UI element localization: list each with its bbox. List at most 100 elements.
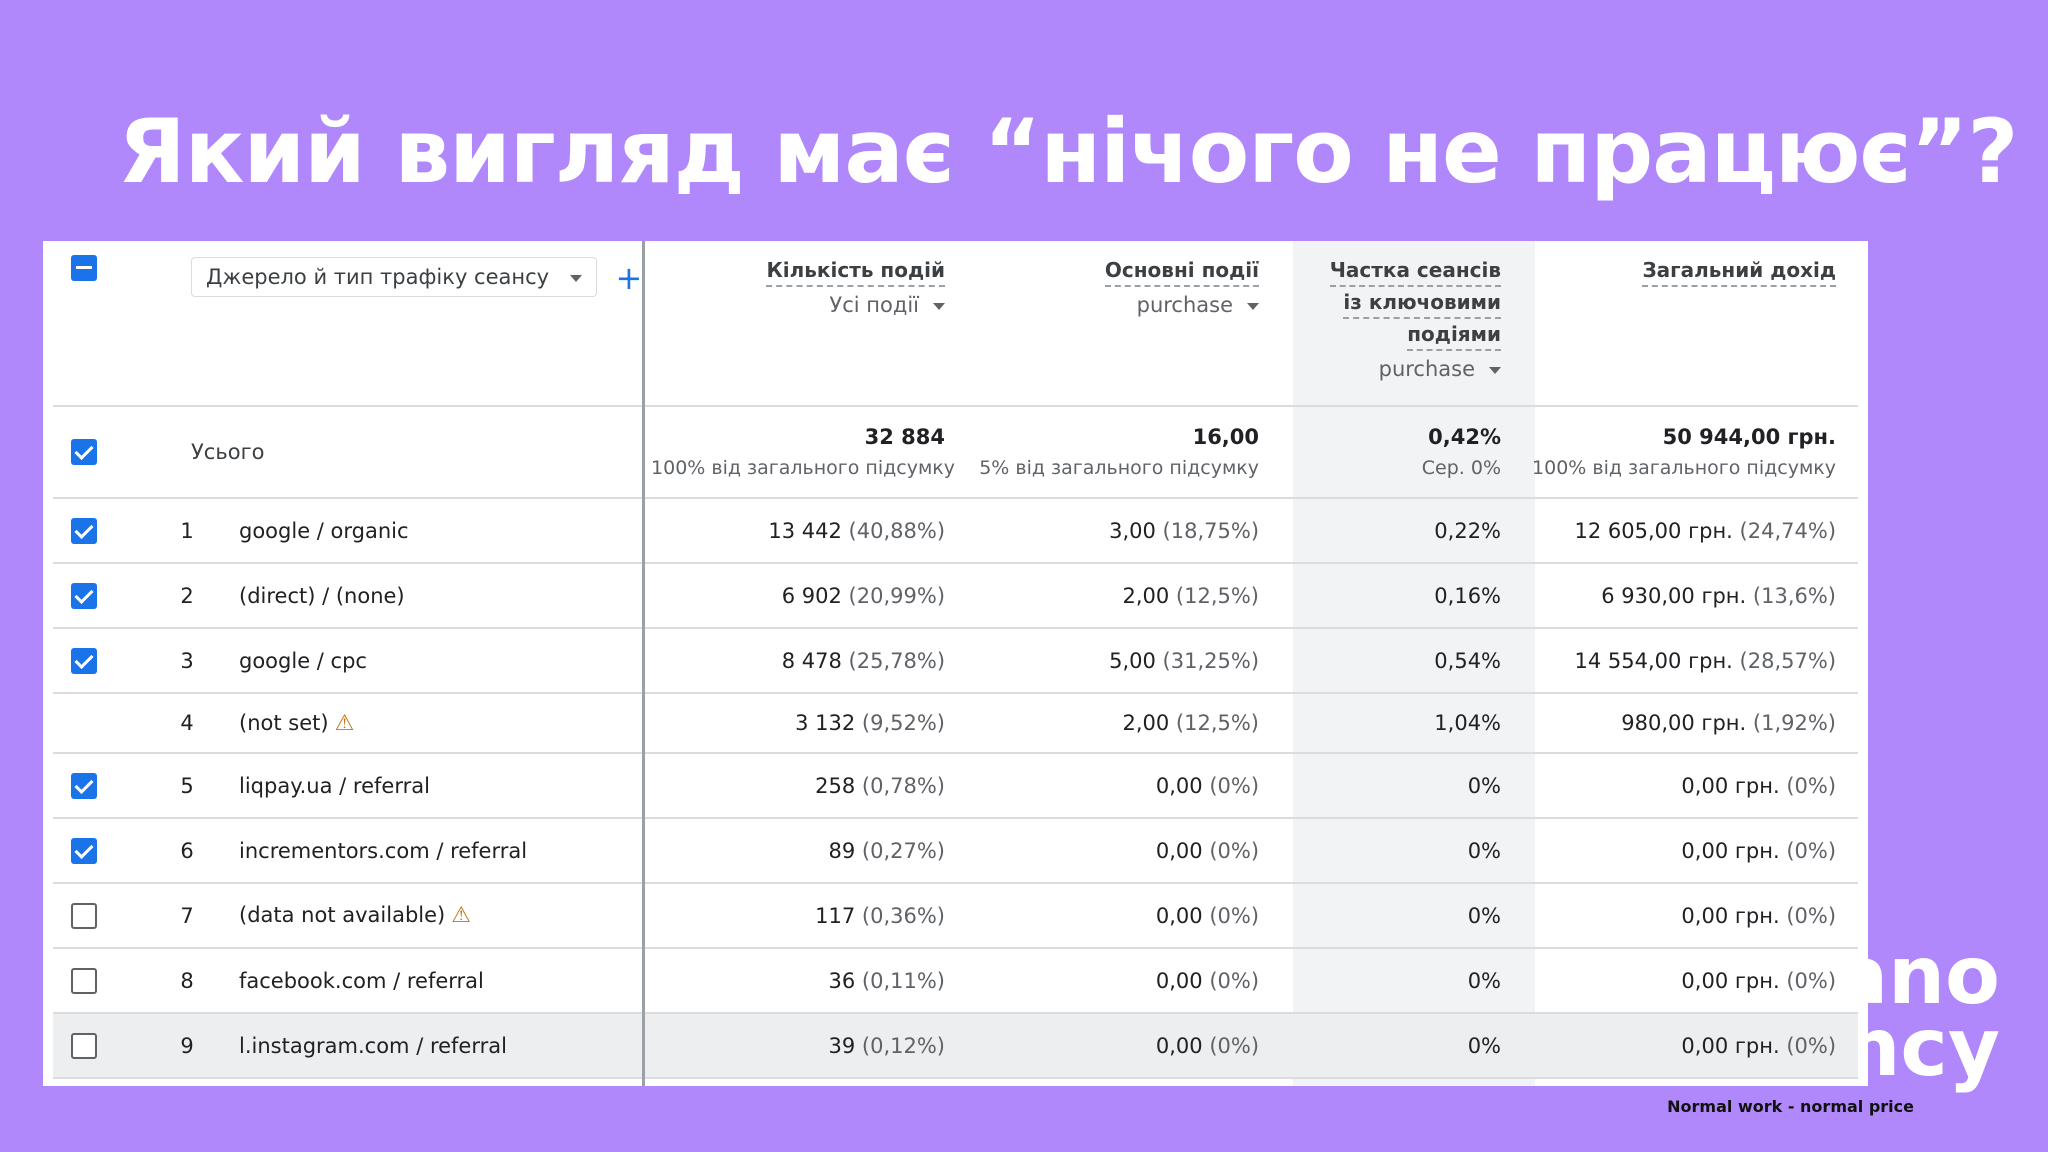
cell-events: 39 — [828, 1033, 856, 1058]
cell-events: 13 442 — [768, 518, 842, 543]
row-number: 8 — [163, 948, 211, 1014]
cell-session-rate: 1,04% — [1434, 711, 1502, 735]
cell-revenue: 0,00 грн. — [1681, 838, 1780, 863]
row-number: 6 — [163, 818, 211, 884]
total-session-rate-sub: Сер. 0% — [1421, 457, 1502, 479]
total-events: 32 884 — [864, 425, 946, 449]
cell-key-events: 3,00 — [1109, 518, 1156, 543]
row-checkbox[interactable] — [71, 582, 97, 609]
dimension-dropdown[interactable]: Джерело й тип трафіку сеансу — [191, 257, 597, 297]
table-row[interactable]: 7 (data not available) ⚠ 117 (0,36%) 0,00 (0… — [53, 883, 1859, 949]
report-table-panel: Джерело й тип трафіку сеансу + Кількість… — [43, 241, 1868, 1086]
table-row[interactable]: 1 google / organic 13 442 (40,88%) 3,00 (18… — [53, 498, 1859, 564]
total-revenue-sub: 100% від загального підсумку — [1532, 457, 1837, 479]
cell-session-rate: 0% — [1467, 773, 1502, 798]
col-header-session-rate[interactable]: Частка сеансів із ключовими подіями purc… — [1281, 241, 1524, 407]
row-dimension-value[interactable]: (direct) / (none) — [239, 583, 405, 608]
table-row[interactable]: 4 (not set) ⚠ 3 132 (9,52%) 2,00 (12,5%) 1,04… — [53, 693, 1859, 754]
cell-key-events-pct: (31,25%) — [1162, 648, 1260, 673]
row-checkbox[interactable] — [71, 902, 97, 929]
cell-key-events: 0,00 — [1155, 1033, 1203, 1058]
cell-revenue: 0,00 грн. — [1681, 1033, 1780, 1058]
col-metric-selector[interactable]: purchase — [1281, 357, 1502, 381]
cell-key-events-pct: (18,75%) — [1162, 518, 1260, 543]
cell-events-pct: (25,78%) — [848, 648, 946, 673]
cell-events-pct: (0,12%) — [861, 1033, 946, 1058]
cell-session-rate: 0% — [1467, 1033, 1502, 1058]
cell-session-rate: 0% — [1467, 968, 1502, 993]
cell-revenue: 980,00 грн. — [1621, 711, 1747, 735]
col-header-revenue[interactable]: Загальний дохід — [1523, 241, 1859, 407]
cell-key-events-pct: (0%) — [1209, 968, 1260, 993]
cell-revenue-pct: (24,74%) — [1739, 518, 1837, 543]
row-checkbox[interactable] — [71, 1032, 97, 1059]
plus-icon[interactable]: + — [615, 259, 643, 297]
row-dimension-value[interactable]: (data not available) — [239, 903, 446, 927]
cell-key-events-pct: (12,5%) — [1175, 583, 1260, 608]
table-row[interactable]: 8 facebook.com / referral 36 (0,11%) 0,00 (… — [53, 948, 1859, 1014]
cell-events-pct: (0,36%) — [861, 903, 946, 928]
dimension-dropdown-label: Джерело й тип трафіку сеансу — [206, 265, 550, 289]
row-checkbox[interactable] — [71, 837, 97, 864]
row-checkbox[interactable] — [71, 517, 97, 544]
cell-key-events: 0,00 — [1155, 968, 1203, 993]
total-key-events: 16,00 — [1192, 425, 1260, 449]
cell-key-events: 0,00 — [1155, 773, 1203, 798]
row-dimension-value[interactable]: (not set) — [239, 710, 329, 735]
total-events-sub: 100% від загального підсумку — [651, 457, 956, 479]
cell-revenue: 0,00 грн. — [1681, 903, 1780, 928]
row-dimension-value[interactable]: facebook.com / referral — [239, 968, 484, 993]
cell-events: 89 — [828, 838, 856, 863]
table-row[interactable]: 3 google / cpc 8 478 (25,78%) 5,00 (31,25%)… — [53, 628, 1859, 694]
cell-session-rate: 0% — [1467, 838, 1502, 863]
row-dimension-value[interactable]: google / organic — [239, 518, 409, 543]
table-row[interactable]: 9 l.instagram.com / referral 39 (0,12%) 0,0… — [53, 1013, 1859, 1079]
cell-events: 8 478 — [781, 648, 842, 673]
row-number: 1 — [163, 498, 211, 564]
table-row[interactable]: 2 (direct) / (none) 6 902 (20,99%) 2,00 (12… — [53, 563, 1859, 629]
cell-events-pct: (20,99%) — [848, 583, 946, 608]
col-header-events[interactable]: Кількість подій Усі події — [651, 241, 968, 407]
chevron-down-icon — [569, 274, 582, 282]
col-title-session-rate-1: Частка сеансів — [1329, 255, 1502, 287]
cell-revenue: 14 554,00 грн. — [1574, 648, 1733, 673]
select-all-checkbox[interactable] — [71, 255, 97, 281]
cell-key-events-pct: (0%) — [1209, 903, 1260, 928]
col-title-events: Кількість подій — [766, 255, 946, 287]
report-table: Джерело й тип трафіку сеансу + Кількість… — [53, 241, 1859, 1079]
col-header-key-events[interactable]: Основні події purchase — [967, 241, 1282, 407]
row-checkbox[interactable] — [71, 967, 97, 994]
slide-title: Який вигляд має “нічого не працює”? — [118, 100, 2018, 203]
header-row: Джерело й тип трафіку сеансу + Кількість… — [53, 241, 1859, 407]
cell-session-rate: 0,22% — [1434, 518, 1502, 543]
cell-revenue-pct: (13,6%) — [1752, 583, 1837, 608]
row-dimension-value[interactable]: l.instagram.com / referral — [239, 1033, 507, 1058]
row-number: 9 — [163, 1013, 211, 1079]
row-checkbox[interactable] — [71, 647, 97, 674]
table-row[interactable]: 6 incrementors.com / referral 89 (0,27%) 0,… — [53, 818, 1859, 884]
total-revenue: 50 944,00 грн. — [1662, 425, 1837, 449]
cell-events-pct: (40,88%) — [848, 518, 946, 543]
chevron-down-icon — [933, 302, 946, 310]
cell-revenue-pct: (0%) — [1786, 968, 1837, 993]
col-title-revenue: Загальний дохід — [1642, 255, 1837, 287]
row-dimension-value[interactable]: liqpay.ua / referral — [239, 773, 430, 798]
cell-revenue-pct: (0%) — [1786, 838, 1837, 863]
totals-label: Усього — [163, 406, 652, 499]
row-checkbox[interactable] — [71, 772, 97, 799]
col-metric-selector[interactable]: Усі події — [651, 293, 946, 317]
cell-events-pct: (0,78%) — [861, 773, 946, 798]
col-metric-selector[interactable]: purchase — [967, 293, 1260, 317]
table-row[interactable]: 5 liqpay.ua / referral 258 (0,78%) 0,00 (0%… — [53, 753, 1859, 819]
cell-key-events: 2,00 — [1122, 711, 1170, 735]
cell-revenue: 12 605,00 грн. — [1574, 518, 1733, 543]
row-dimension-value[interactable]: google / cpc — [239, 648, 367, 673]
cell-revenue-pct: (1,92%) — [1752, 711, 1837, 735]
cell-revenue: 0,00 грн. — [1681, 773, 1780, 798]
totals-checkbox[interactable] — [71, 439, 97, 465]
cell-revenue: 6 930,00 грн. — [1601, 583, 1747, 608]
row-dimension-value[interactable]: incrementors.com / referral — [239, 838, 528, 863]
cell-key-events-pct: (0%) — [1209, 1033, 1260, 1058]
cell-key-events: 0,00 — [1155, 838, 1203, 863]
chevron-down-icon — [1489, 366, 1502, 374]
